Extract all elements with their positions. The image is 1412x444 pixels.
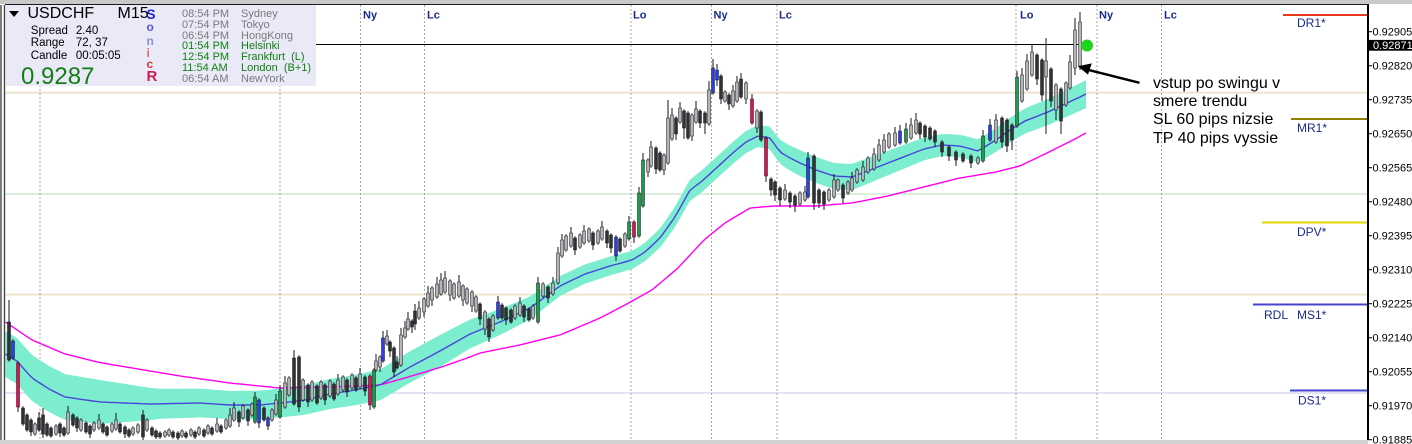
svg-text:0.92905: 0.92905 <box>1373 27 1412 39</box>
svg-text:0.92480: 0.92480 <box>1373 197 1412 209</box>
svg-text:0.92650: 0.92650 <box>1373 129 1412 141</box>
svg-text:0.92565: 0.92565 <box>1373 163 1412 175</box>
svg-text:0.92055: 0.92055 <box>1373 367 1412 379</box>
svg-text:Ny: Ny <box>1099 10 1114 22</box>
svg-text:RDL: RDL <box>1264 308 1288 322</box>
svg-text:Ny: Ny <box>363 10 378 22</box>
svg-text:MS1*: MS1* <box>1297 308 1327 322</box>
svg-text:DPV*: DPV* <box>1297 225 1327 239</box>
svg-text:0.92735: 0.92735 <box>1373 95 1412 107</box>
svg-text:Lo: Lo <box>633 10 647 22</box>
svg-text:Lo: Lo <box>1020 10 1034 22</box>
svg-text:Lc: Lc <box>1164 10 1177 22</box>
svg-text:0.92310: 0.92310 <box>1373 265 1412 277</box>
svg-text:DR1*: DR1* <box>1297 16 1326 30</box>
svg-text:MR1*: MR1* <box>1297 121 1327 135</box>
svg-text:0.92225: 0.92225 <box>1373 299 1412 311</box>
svg-text:0.92140: 0.92140 <box>1373 333 1412 345</box>
svg-text:Lc: Lc <box>779 10 792 22</box>
svg-text:0.91970: 0.91970 <box>1373 401 1412 413</box>
svg-text:0.92395: 0.92395 <box>1373 231 1412 243</box>
svg-text:0.92820: 0.92820 <box>1373 61 1412 73</box>
svg-text:Lc: Lc <box>427 10 440 22</box>
svg-text:0.91885: 0.91885 <box>1373 435 1412 444</box>
svg-text:Ny: Ny <box>714 10 729 22</box>
svg-text:0.92871: 0.92871 <box>1373 40 1412 52</box>
svg-text:DS1*: DS1* <box>1298 394 1326 408</box>
